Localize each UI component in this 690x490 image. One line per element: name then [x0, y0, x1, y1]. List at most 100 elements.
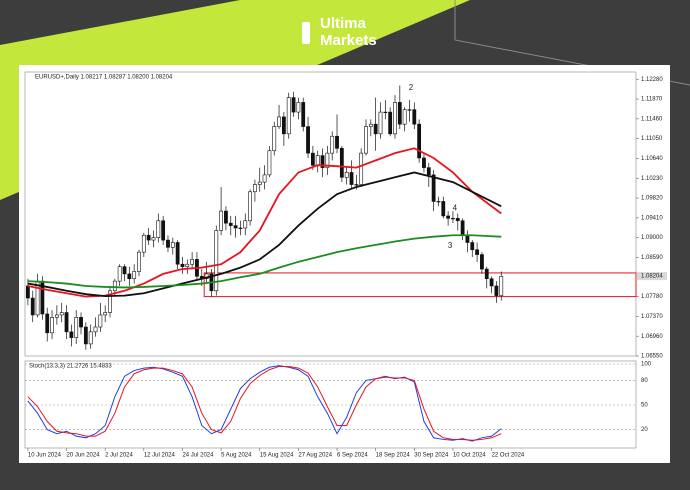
candle-body	[253, 184, 257, 193]
candle-body	[243, 220, 248, 229]
y-tick-label: 1.11050	[641, 136, 663, 142]
y-tick-label: 100	[641, 362, 652, 368]
x-tick-label: 24 Jul 2024	[182, 453, 214, 459]
y-tick-label: 1.09410	[641, 215, 663, 221]
x-tick-label: 15 Aug 2024	[260, 453, 294, 459]
candle-body	[320, 155, 325, 168]
price-pane	[24, 71, 637, 357]
y-tick-label: 1.12280	[641, 77, 663, 83]
candle-body	[325, 152, 330, 168]
candle-body	[339, 148, 344, 178]
candle-body	[272, 126, 277, 152]
x-tick-label: 6 Sep 2024	[337, 453, 368, 459]
x-tick-label: 27 Aug 2024	[298, 453, 332, 459]
y-tick-label: 1.08590	[641, 255, 663, 261]
logo: Ultima Markets	[292, 15, 377, 49]
candle-body	[98, 314, 103, 328]
candle-body	[417, 123, 422, 159]
candle-body	[238, 227, 243, 229]
candle-body	[127, 273, 132, 280]
y-tick-label: 20	[641, 427, 648, 433]
candle-body	[484, 268, 489, 280]
candle-body	[455, 218, 460, 222]
candle-body	[146, 234, 151, 241]
y-tick-label: 1.11460	[641, 116, 663, 122]
x-tick-label: 18 Sep 2024	[376, 453, 411, 459]
candle-body	[393, 102, 397, 135]
y-tick-label: 1.06960	[641, 334, 663, 340]
candle-body	[383, 111, 388, 113]
candle-body	[141, 234, 146, 253]
candle-body	[349, 172, 354, 185]
candle-body	[45, 313, 50, 334]
candle-body	[122, 266, 127, 275]
candle-body	[228, 222, 233, 226]
candle-body	[315, 155, 320, 166]
candle-body	[465, 234, 470, 243]
candle-body	[359, 152, 364, 185]
candle-body	[257, 181, 262, 185]
stoch-line	[27, 365, 502, 441]
candle-body	[117, 266, 122, 282]
price-label: 1.08204	[641, 274, 663, 280]
candle-body	[368, 123, 373, 127]
candle-body	[475, 249, 479, 255]
candle-body	[137, 251, 141, 272]
x-tick-label: 22 Oct 2024	[492, 453, 525, 459]
candle-body	[446, 215, 451, 219]
candle-body	[262, 174, 267, 183]
candle-body	[296, 102, 301, 113]
candle-body	[74, 317, 79, 338]
candle-body	[422, 157, 426, 168]
candle-body	[267, 150, 272, 176]
candle-body	[306, 126, 310, 154]
candle-body	[25, 285, 30, 299]
x-tick-label: 10 Oct 2024	[453, 453, 486, 459]
candle-body	[233, 225, 238, 229]
candle-body	[219, 210, 223, 231]
y-tick-label: 1.07370	[641, 314, 663, 320]
y-tick-label: 80	[641, 378, 648, 384]
candle-body	[364, 126, 368, 154]
candle-body	[170, 242, 175, 248]
candle-body	[286, 97, 291, 135]
y-tick-label: 1.06550	[641, 354, 663, 360]
candle-body	[214, 230, 219, 292]
candle-body	[59, 312, 64, 316]
y-tick-label: 1.09000	[641, 235, 663, 241]
moving-average	[27, 171, 502, 298]
candle-body	[470, 242, 475, 251]
moving-average	[27, 234, 502, 289]
candle-body	[426, 167, 431, 176]
candle-body	[378, 111, 383, 135]
x-tick-label: 20 Jun 2024	[67, 453, 101, 459]
candle-body	[281, 116, 286, 135]
stoch-pane	[24, 360, 637, 449]
candle-body	[83, 326, 88, 345]
candle-body	[224, 210, 228, 224]
candle-body	[69, 331, 74, 338]
logo-icon	[292, 18, 300, 44]
x-tick-label: 5 Aug 2024	[221, 453, 252, 459]
candle-body	[79, 317, 83, 328]
candle-body	[441, 201, 446, 217]
candle-body	[335, 135, 339, 149]
candle-body	[112, 280, 117, 292]
candle-body	[93, 326, 98, 333]
candle-body	[190, 259, 195, 265]
candle-body	[30, 297, 35, 316]
candle-body	[301, 102, 306, 127]
x-tick-label: 2 Jul 2024	[105, 453, 133, 459]
candle-body	[354, 184, 359, 186]
wave-label: 2	[409, 83, 414, 92]
price-marker	[637, 272, 667, 281]
candle-body	[277, 116, 281, 127]
y-tick-label: 1.10230	[641, 176, 663, 182]
chart-title: Stoch(13,3,3) 21.2726 15.4833	[29, 364, 112, 370]
candle-body	[248, 191, 252, 222]
candle-body	[436, 201, 441, 203]
candle-body	[460, 220, 465, 236]
chart-title: EURUSD+,Daily 1.08217 1.08287 1.08200 1.…	[35, 75, 173, 81]
candle-body	[489, 278, 494, 287]
x-tick-label: 12 Jul 2024	[144, 453, 176, 459]
